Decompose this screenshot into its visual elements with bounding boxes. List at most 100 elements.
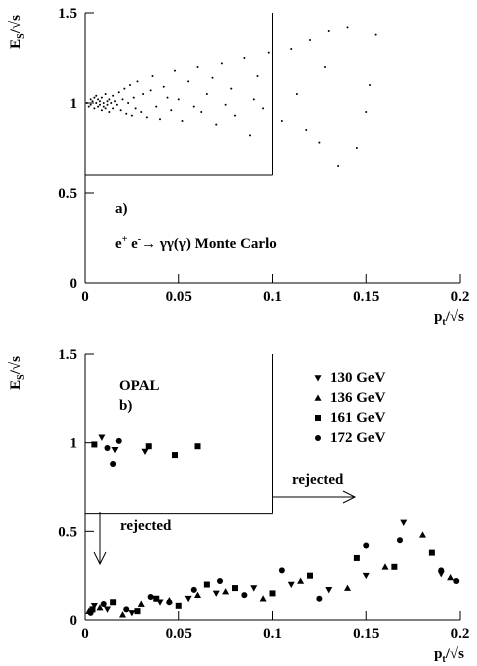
label-sub: S xyxy=(16,374,27,380)
legend-label: 130 GeV xyxy=(330,370,386,386)
label-tail: /√s xyxy=(8,15,24,34)
point xyxy=(114,100,116,103)
point xyxy=(172,452,178,459)
y-tick-label: 0 xyxy=(70,613,78,629)
point xyxy=(100,109,103,112)
x-tick-label: 0 xyxy=(81,626,89,642)
point xyxy=(428,549,435,556)
rejected-label: rejected xyxy=(120,518,172,534)
point xyxy=(369,84,371,86)
point xyxy=(194,591,201,598)
point xyxy=(123,606,130,613)
point xyxy=(89,606,96,613)
point xyxy=(104,93,107,95)
point xyxy=(121,98,124,101)
point xyxy=(230,87,233,90)
x-tick-label: 0.1 xyxy=(263,289,282,305)
point xyxy=(93,107,96,110)
point xyxy=(234,114,236,117)
label-sub: S xyxy=(16,33,27,39)
annotation-part: + xyxy=(122,234,128,245)
x-tick-label: 0.05 xyxy=(166,626,192,642)
point xyxy=(145,443,152,450)
point xyxy=(119,109,122,112)
x-tick-label: 0.2 xyxy=(451,626,470,642)
point xyxy=(98,434,106,441)
point xyxy=(110,599,117,606)
point xyxy=(142,93,145,95)
y-tick-label: 0.5 xyxy=(58,524,77,540)
point xyxy=(153,595,160,602)
annotation: e+ e-→ γγ(γ) Monte Carlo xyxy=(115,234,277,252)
point xyxy=(119,611,126,618)
point xyxy=(87,609,94,616)
point xyxy=(397,537,403,544)
point xyxy=(215,123,218,126)
point xyxy=(318,141,321,144)
point xyxy=(365,111,368,113)
rejected-label: rejected xyxy=(292,472,344,488)
label-sub: t xyxy=(442,654,446,665)
x-tick-label: 0.05 xyxy=(166,289,192,305)
point xyxy=(99,103,101,106)
point xyxy=(241,592,248,599)
point xyxy=(132,96,135,99)
point xyxy=(170,109,173,112)
point xyxy=(262,107,265,110)
x-axis-label: pt/√s xyxy=(434,309,464,328)
point xyxy=(438,567,445,574)
point xyxy=(166,599,173,606)
point xyxy=(220,62,223,65)
point xyxy=(166,96,169,99)
point xyxy=(184,595,192,603)
x-tick-label: 0.1 xyxy=(263,626,282,642)
annotation-part: e xyxy=(127,236,138,252)
arrow xyxy=(93,512,107,566)
point xyxy=(256,75,259,77)
point xyxy=(149,89,152,92)
point xyxy=(453,577,460,584)
point xyxy=(187,80,190,83)
point xyxy=(130,114,133,117)
point xyxy=(327,30,330,32)
point xyxy=(175,602,182,609)
point xyxy=(136,80,139,83)
point xyxy=(391,563,398,570)
panel-label: b) xyxy=(119,398,132,414)
point xyxy=(250,585,258,592)
point xyxy=(104,606,111,613)
point xyxy=(87,105,90,108)
point xyxy=(196,66,199,68)
legend-label: 172 GeV xyxy=(330,430,386,446)
point xyxy=(355,147,358,149)
y-tick-label: 1 xyxy=(70,96,78,112)
x-axis-label: pt/√s xyxy=(434,646,464,665)
point xyxy=(337,165,340,167)
label-base: p xyxy=(434,646,442,662)
point xyxy=(145,116,148,119)
point xyxy=(115,103,118,106)
point xyxy=(232,585,238,592)
legend-marker xyxy=(314,394,322,401)
legend-marker xyxy=(314,375,322,382)
point xyxy=(307,572,313,579)
point xyxy=(305,129,308,131)
x-tick-label: 0.2 xyxy=(451,289,470,305)
point xyxy=(267,51,270,54)
point xyxy=(110,460,117,467)
point xyxy=(112,94,115,97)
point xyxy=(243,57,246,59)
point xyxy=(203,581,210,588)
point xyxy=(108,111,111,113)
point xyxy=(212,590,220,597)
point xyxy=(91,100,94,103)
point xyxy=(278,567,285,574)
point xyxy=(295,93,298,95)
point xyxy=(97,105,100,108)
point xyxy=(200,111,203,113)
point xyxy=(290,48,293,50)
point xyxy=(309,39,311,41)
annotation-part: → γγ(γ) Monte Carlo xyxy=(141,236,277,252)
annotation-part: - xyxy=(138,234,141,245)
point xyxy=(249,134,251,137)
